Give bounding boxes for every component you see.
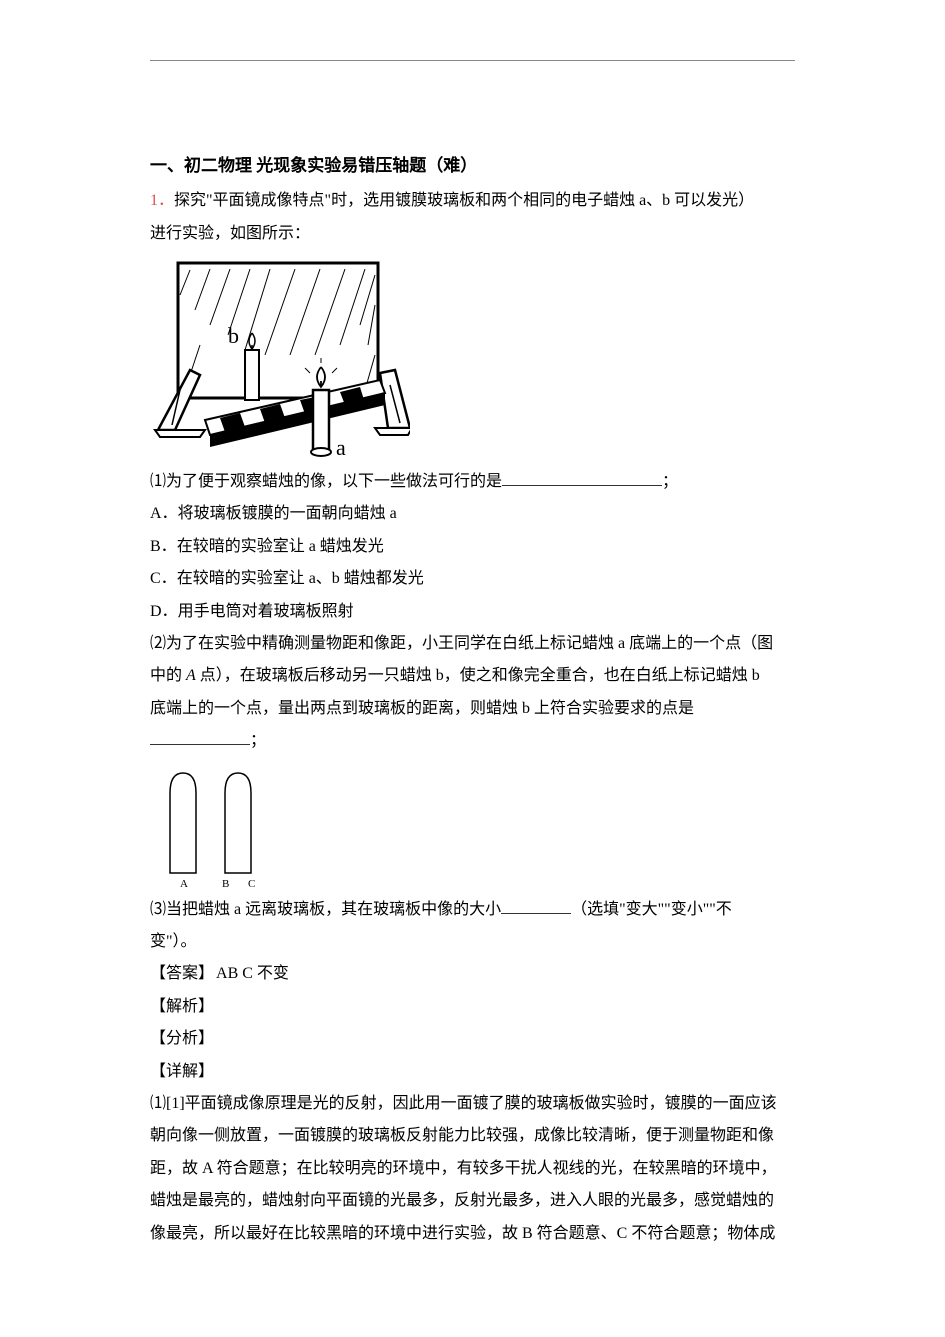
option-b: B．在较暗的实验室让 a 蜡烛发光 [150,532,795,562]
blank-1 [502,470,662,486]
part2-blankline: ； [150,726,795,756]
blank-2 [150,729,250,745]
section-title: 一、初二物理 光现象实验易错压轴题（难） [150,150,795,182]
part3-line1: ⑶当把蜡烛 a 远离玻璃板，其在玻璃板中像的大小 （选填"变大""变小""不 [150,895,795,925]
stem-text-1: 探究"平面镜成像特点"时，选用镀膜玻璃板和两个相同的电子蜡烛 a、b 可以发光） [174,192,754,209]
figure-candle-points: A B C [150,763,795,893]
opt-c-text: 在较暗的实验室让 a、b 蜡烛都发光 [177,570,424,587]
question-stem-line2: 进行实验，如图所示： [150,219,795,249]
part2-line1: ⑵为了在实验中精确测量物距和像距，小王同学在白纸上标记蜡烛 a 底端上的一个点（… [150,629,795,659]
label-a: a [336,435,346,460]
answer-text: AB C 不变 [216,965,289,982]
option-d: D．用手电筒对着玻璃板照射 [150,597,795,627]
opt-a-letter: A． [150,505,178,522]
document-page: 一、初二物理 光现象实验易错压轴题（难） 1．探究"平面镜成像特点"时，选用镀膜… [0,0,945,1291]
fig2-label-a: A [180,878,188,890]
detail-p4: 蜡烛是最亮的，蜡烛射向平面镜的光最多，反射光最多，进入人眼的光最多，感觉蜡烛的 [150,1186,795,1216]
opt-c-letter: C． [150,570,177,587]
part2-line2-b: 点），在玻璃板后移动另一只蜡烛 b，使之和像完全重合，也在白纸上标记蜡烛 b [196,667,760,684]
part3-prefix: ⑶当把蜡烛 a 远离玻璃板，其在玻璃板中像的大小 [150,901,501,918]
answer-label: 【答案】 [150,965,214,982]
part1-prompt: ⑴为了便于观察蜡烛的像，以下一些做法可行的是 ； [150,467,795,497]
option-c: C．在较暗的实验室让 a、b 蜡烛都发光 [150,564,795,594]
detail-p3: 距，故 A 符合题意；在比较明亮的环境中，有较多干扰人视线的光，在较黑暗的环境中… [150,1154,795,1184]
question-number: 1． [150,192,174,209]
part3-line2: 变"）。 [150,927,795,957]
part1-text: ⑴为了便于观察蜡烛的像，以下一些做法可行的是 [150,473,502,490]
part2-suffix: ； [250,732,266,749]
part2-line2-a: 中的 [150,667,186,684]
detail-p5: 像最亮，所以最好在比较黑暗的环境中进行实验，故 B 符合题意、C 不符合题意；物… [150,1219,795,1249]
opt-b-text: 在较暗的实验室让 a 蜡烛发光 [177,538,384,555]
detail-label: 【详解】 [150,1057,795,1087]
explanation-label: 【解析】 [150,992,795,1022]
blank-3 [501,898,571,914]
part2-line2: 中的 A 点），在玻璃板后移动另一只蜡烛 b，使之和像完全重合，也在白纸上标记蜡… [150,661,795,691]
label-b: b [228,323,239,348]
fig2-label-c: C [248,878,255,890]
part1-suffix: ； [662,473,678,490]
question-stem-line1: 1．探究"平面镜成像特点"时，选用镀膜玻璃板和两个相同的电子蜡烛 a、b 可以发… [150,186,795,216]
opt-b-letter: B． [150,538,177,555]
opt-d-letter: D． [150,603,178,620]
option-a: A．将玻璃板镀膜的一面朝向蜡烛 a [150,499,795,529]
opt-d-text: 用手电筒对着玻璃板照射 [178,603,354,620]
part2-line3: 底端上的一个点，量出两点到玻璃板的距离，则蜡烛 b 上符合实验要求的点是 [150,694,795,724]
detail-p2: 朝向像一侧放置，一面镀膜的玻璃板反射能力比较强，成像比较清晰，便于测量物距和像 [150,1121,795,1151]
header-rule [150,60,795,61]
detail-p1: ⑴[1]平面镜成像原理是光的反射，因此用一面镀了膜的玻璃板做实验时，镀膜的一面应… [150,1089,795,1119]
italic-A: A [186,667,196,684]
part3-suffix: （选填"变大""变小""不 [571,901,732,918]
opt-a-text: 将玻璃板镀膜的一面朝向蜡烛 a [178,505,397,522]
figure-mirror-apparatus: b a [150,255,795,465]
analysis-label: 【分析】 [150,1024,795,1054]
fig2-label-b: B [222,878,229,890]
answer-line: 【答案】AB C 不变 [150,959,795,989]
